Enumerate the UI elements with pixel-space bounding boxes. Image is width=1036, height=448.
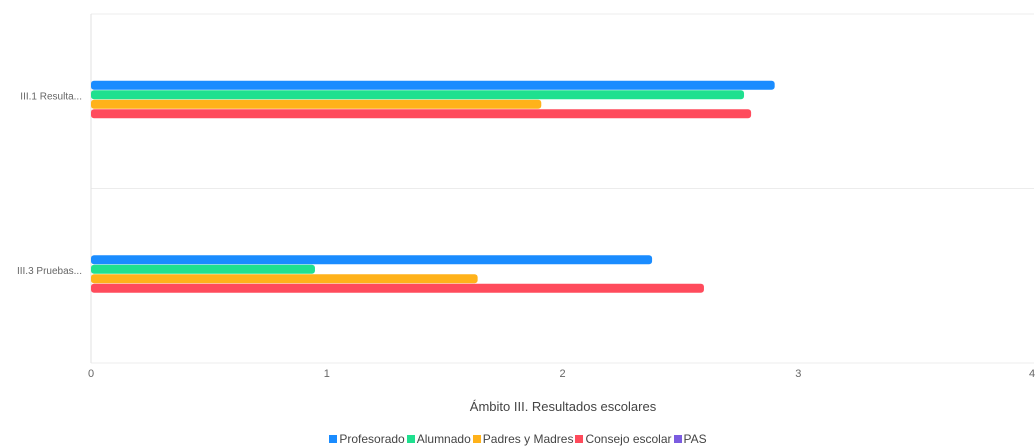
legend-item[interactable]: Alumnado: [406, 432, 471, 446]
x-axis-title: Ámbito III. Resultados escolares: [470, 399, 657, 414]
bars-group: [91, 80, 775, 293]
category-label: III.3 Pruebas...: [17, 266, 82, 277]
legend-swatch: [329, 435, 338, 443]
legend-label: PAS: [683, 432, 707, 446]
x-tick-label: 1: [324, 368, 330, 380]
bar[interactable]: [91, 283, 704, 293]
grid-lines: [90, 13, 1034, 364]
x-tick-label: 0: [88, 368, 94, 380]
legend-item[interactable]: Profesorado: [329, 432, 405, 446]
legend-swatch: [406, 435, 415, 443]
legend-item[interactable]: Consejo escolar: [575, 432, 672, 446]
legend-item[interactable]: PAS: [673, 432, 707, 446]
bar[interactable]: [91, 264, 315, 274]
category-labels: III.1 Resulta... III.3 Pruebas...: [17, 91, 82, 277]
bar[interactable]: [91, 80, 775, 90]
category-label: III.1 Resulta...: [20, 91, 82, 102]
bar[interactable]: [91, 109, 752, 119]
bar[interactable]: [91, 274, 478, 284]
legend-label: Consejo escolar: [585, 432, 672, 446]
bar[interactable]: [91, 99, 542, 109]
legend-swatch: [472, 435, 481, 443]
legend-swatch: [575, 435, 584, 443]
x-axis-ticks: 0 1 2 3 4: [88, 368, 1035, 380]
x-tick-label: 3: [795, 368, 801, 380]
x-tick-label: 4: [1029, 368, 1035, 380]
legend-label: Padres y Madres: [482, 432, 574, 446]
legend-label: Alumnado: [416, 432, 471, 446]
legend-label: Profesorado: [339, 432, 405, 446]
bar[interactable]: [91, 90, 745, 100]
legend-item[interactable]: Padres y Madres: [472, 432, 574, 446]
x-tick-label: 2: [559, 368, 565, 380]
legend-swatch: [673, 435, 682, 443]
bar[interactable]: [91, 255, 653, 265]
legend: Profesorado Alumnado Padres y Madres Consej…: [0, 432, 1036, 446]
